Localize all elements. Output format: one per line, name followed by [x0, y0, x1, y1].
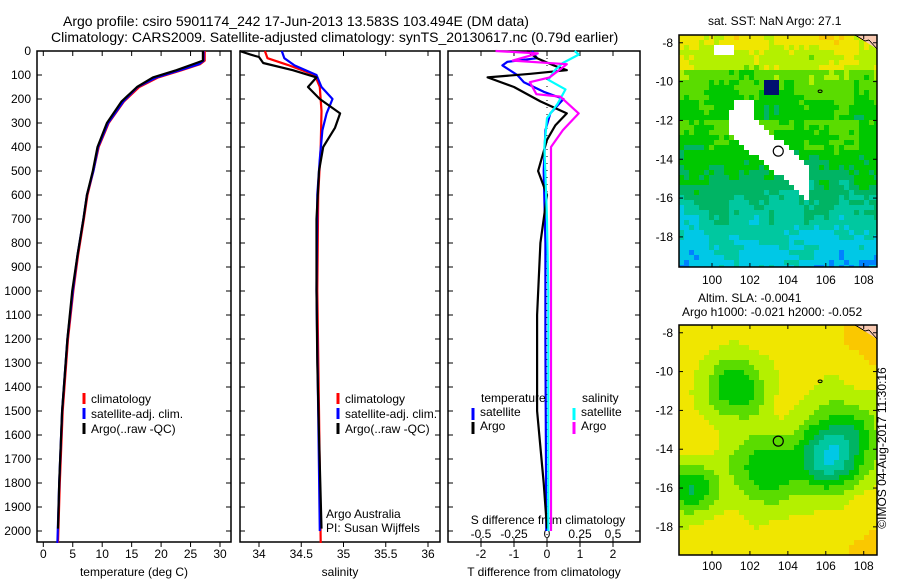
- depth-tick-label: 1200: [4, 332, 31, 346]
- lon-tick-label: 104: [778, 273, 798, 287]
- legend-label: Argo(..raw -QC): [91, 422, 176, 436]
- series-line-climatology: [56, 51, 206, 544]
- x-tick-label: 5: [69, 547, 76, 561]
- legend-label: satellite: [581, 405, 622, 419]
- depth-tick-label: 1300: [4, 356, 31, 370]
- depth-tick-label: 1400: [4, 380, 31, 394]
- legend-label: Argo(..raw -QC): [345, 422, 430, 436]
- depth-tick-label: 1000: [4, 284, 31, 298]
- s-tick-label: 0.5: [605, 527, 622, 541]
- sla-map-label: Altim. SLA: -0.0041: [698, 291, 802, 305]
- x-tick-label: -2: [476, 547, 487, 561]
- x-tick-label: -1: [509, 547, 520, 561]
- x-tick-label: 25: [184, 547, 198, 561]
- depth-tick-label: 800: [11, 236, 31, 250]
- plot-frame-0: [36, 50, 232, 543]
- depth-tick-label: 200: [11, 92, 31, 106]
- series-line-t-satellite: [501, 50, 565, 532]
- sla-map: [679, 325, 877, 555]
- legend-header-salinity: salinity: [582, 391, 619, 405]
- legend-label: satellite-adj. clim.: [345, 407, 437, 421]
- lon-tick-label: 100: [702, 559, 722, 573]
- lat-tick-label: -8: [662, 36, 673, 50]
- s-tick-label: -0.25: [500, 527, 528, 541]
- series-line-s-satellite: [543, 50, 580, 531]
- x-tick-label: 30: [213, 547, 227, 561]
- x-tick-label: 34.5: [290, 547, 314, 561]
- depth-tick-label: 900: [11, 260, 31, 274]
- x-axis-label: salinity: [322, 565, 359, 579]
- s-tick-label: 0.25: [568, 527, 592, 541]
- depth-tick-label: 0: [24, 44, 31, 58]
- x-tick-label: 10: [96, 547, 110, 561]
- lon-tick-label: 106: [816, 273, 836, 287]
- lon-tick-label: 108: [854, 273, 874, 287]
- depth-tick-label: 1600: [4, 428, 31, 442]
- depth-tick-label: 600: [11, 188, 31, 202]
- series-line-climatology: [263, 50, 323, 544]
- series-line-t-argo: [486, 50, 568, 529]
- lon-tick-label: 100: [702, 273, 722, 287]
- legend-label: satellite-adj. clim.: [91, 407, 183, 421]
- x-tick-label: 0: [40, 547, 47, 561]
- sst-map: [679, 35, 877, 267]
- legend-label: satellite: [480, 405, 521, 419]
- x-tick-label: 35.5: [374, 547, 398, 561]
- depth-tick-label: 400: [11, 140, 31, 154]
- depth-tick-label: 300: [11, 116, 31, 130]
- depth-tick-label: 700: [11, 212, 31, 226]
- x-tick-label: 36: [421, 547, 435, 561]
- depth-tick-label: 500: [11, 164, 31, 178]
- legend-header-temperature: temperature: [481, 391, 546, 405]
- series-line-satellite-adj-clim-: [280, 50, 334, 532]
- series-line-argo-raw-qc-: [239, 49, 342, 529]
- s-tick-label: 0: [544, 527, 551, 541]
- credit-pi: PI: Susan Wijffels: [326, 521, 420, 535]
- x-tick-label: 34: [252, 547, 266, 561]
- lon-tick-label: 106: [816, 559, 836, 573]
- credit-argo-australia: Argo Australia: [326, 507, 401, 521]
- plot-frame-1: [239, 50, 441, 543]
- lon-tick-label: 102: [740, 273, 760, 287]
- depth-tick-label: 1500: [4, 404, 31, 418]
- x-tick-label: 0: [544, 547, 551, 561]
- x-tick-label: 35: [337, 547, 351, 561]
- depth-tick-label: 1700: [4, 452, 31, 466]
- lon-tick-label: 104: [778, 559, 798, 573]
- depth-tick-label: 1800: [4, 476, 31, 490]
- series-line-argo-raw-qc-: [56, 51, 204, 529]
- depth-tick-label: 1900: [4, 500, 31, 514]
- x-axis-label: temperature (deg C): [80, 565, 188, 579]
- imos-timestamp: ©IMOS 04-Aug-2017 11:30:16: [875, 367, 889, 529]
- series-line-satellite-adj-clim-: [56, 51, 205, 544]
- s-tick-label: -0.5: [471, 527, 492, 541]
- series-line-s-argo: [495, 49, 580, 531]
- depth-tick-label: 100: [11, 68, 31, 82]
- x-tick-label: 2: [610, 547, 617, 561]
- x-axis-label: T difference from climatology: [467, 565, 621, 579]
- legend-label: Argo: [480, 419, 506, 433]
- lat-tick-label: -8: [662, 326, 673, 340]
- depth-tick-label: 2000: [4, 524, 31, 538]
- lon-tick-label: 108: [854, 559, 874, 573]
- legend-label: climatology: [91, 392, 151, 406]
- title-line-1: Argo profile: csiro 5901174_242 17-Jun-2…: [63, 13, 529, 29]
- depth-tick-label: 1100: [5, 308, 31, 322]
- sst-map-label: sat. SST: NaN Argo: 27.1: [708, 14, 842, 28]
- x-tick-label: 1: [577, 547, 584, 561]
- legend-label: climatology: [345, 392, 405, 406]
- legend-label: Argo: [581, 419, 607, 433]
- argo-height-label: Argo h1000: -0.021 h2000: -0.052: [682, 305, 863, 319]
- title-line-2: Climatology: CARS2009. Satellite-adjuste…: [51, 29, 619, 45]
- plot-frame-2: [447, 50, 641, 543]
- lon-tick-label: 102: [740, 559, 760, 573]
- x-tick-label: 15: [125, 547, 139, 561]
- x-tick-label: 20: [154, 547, 168, 561]
